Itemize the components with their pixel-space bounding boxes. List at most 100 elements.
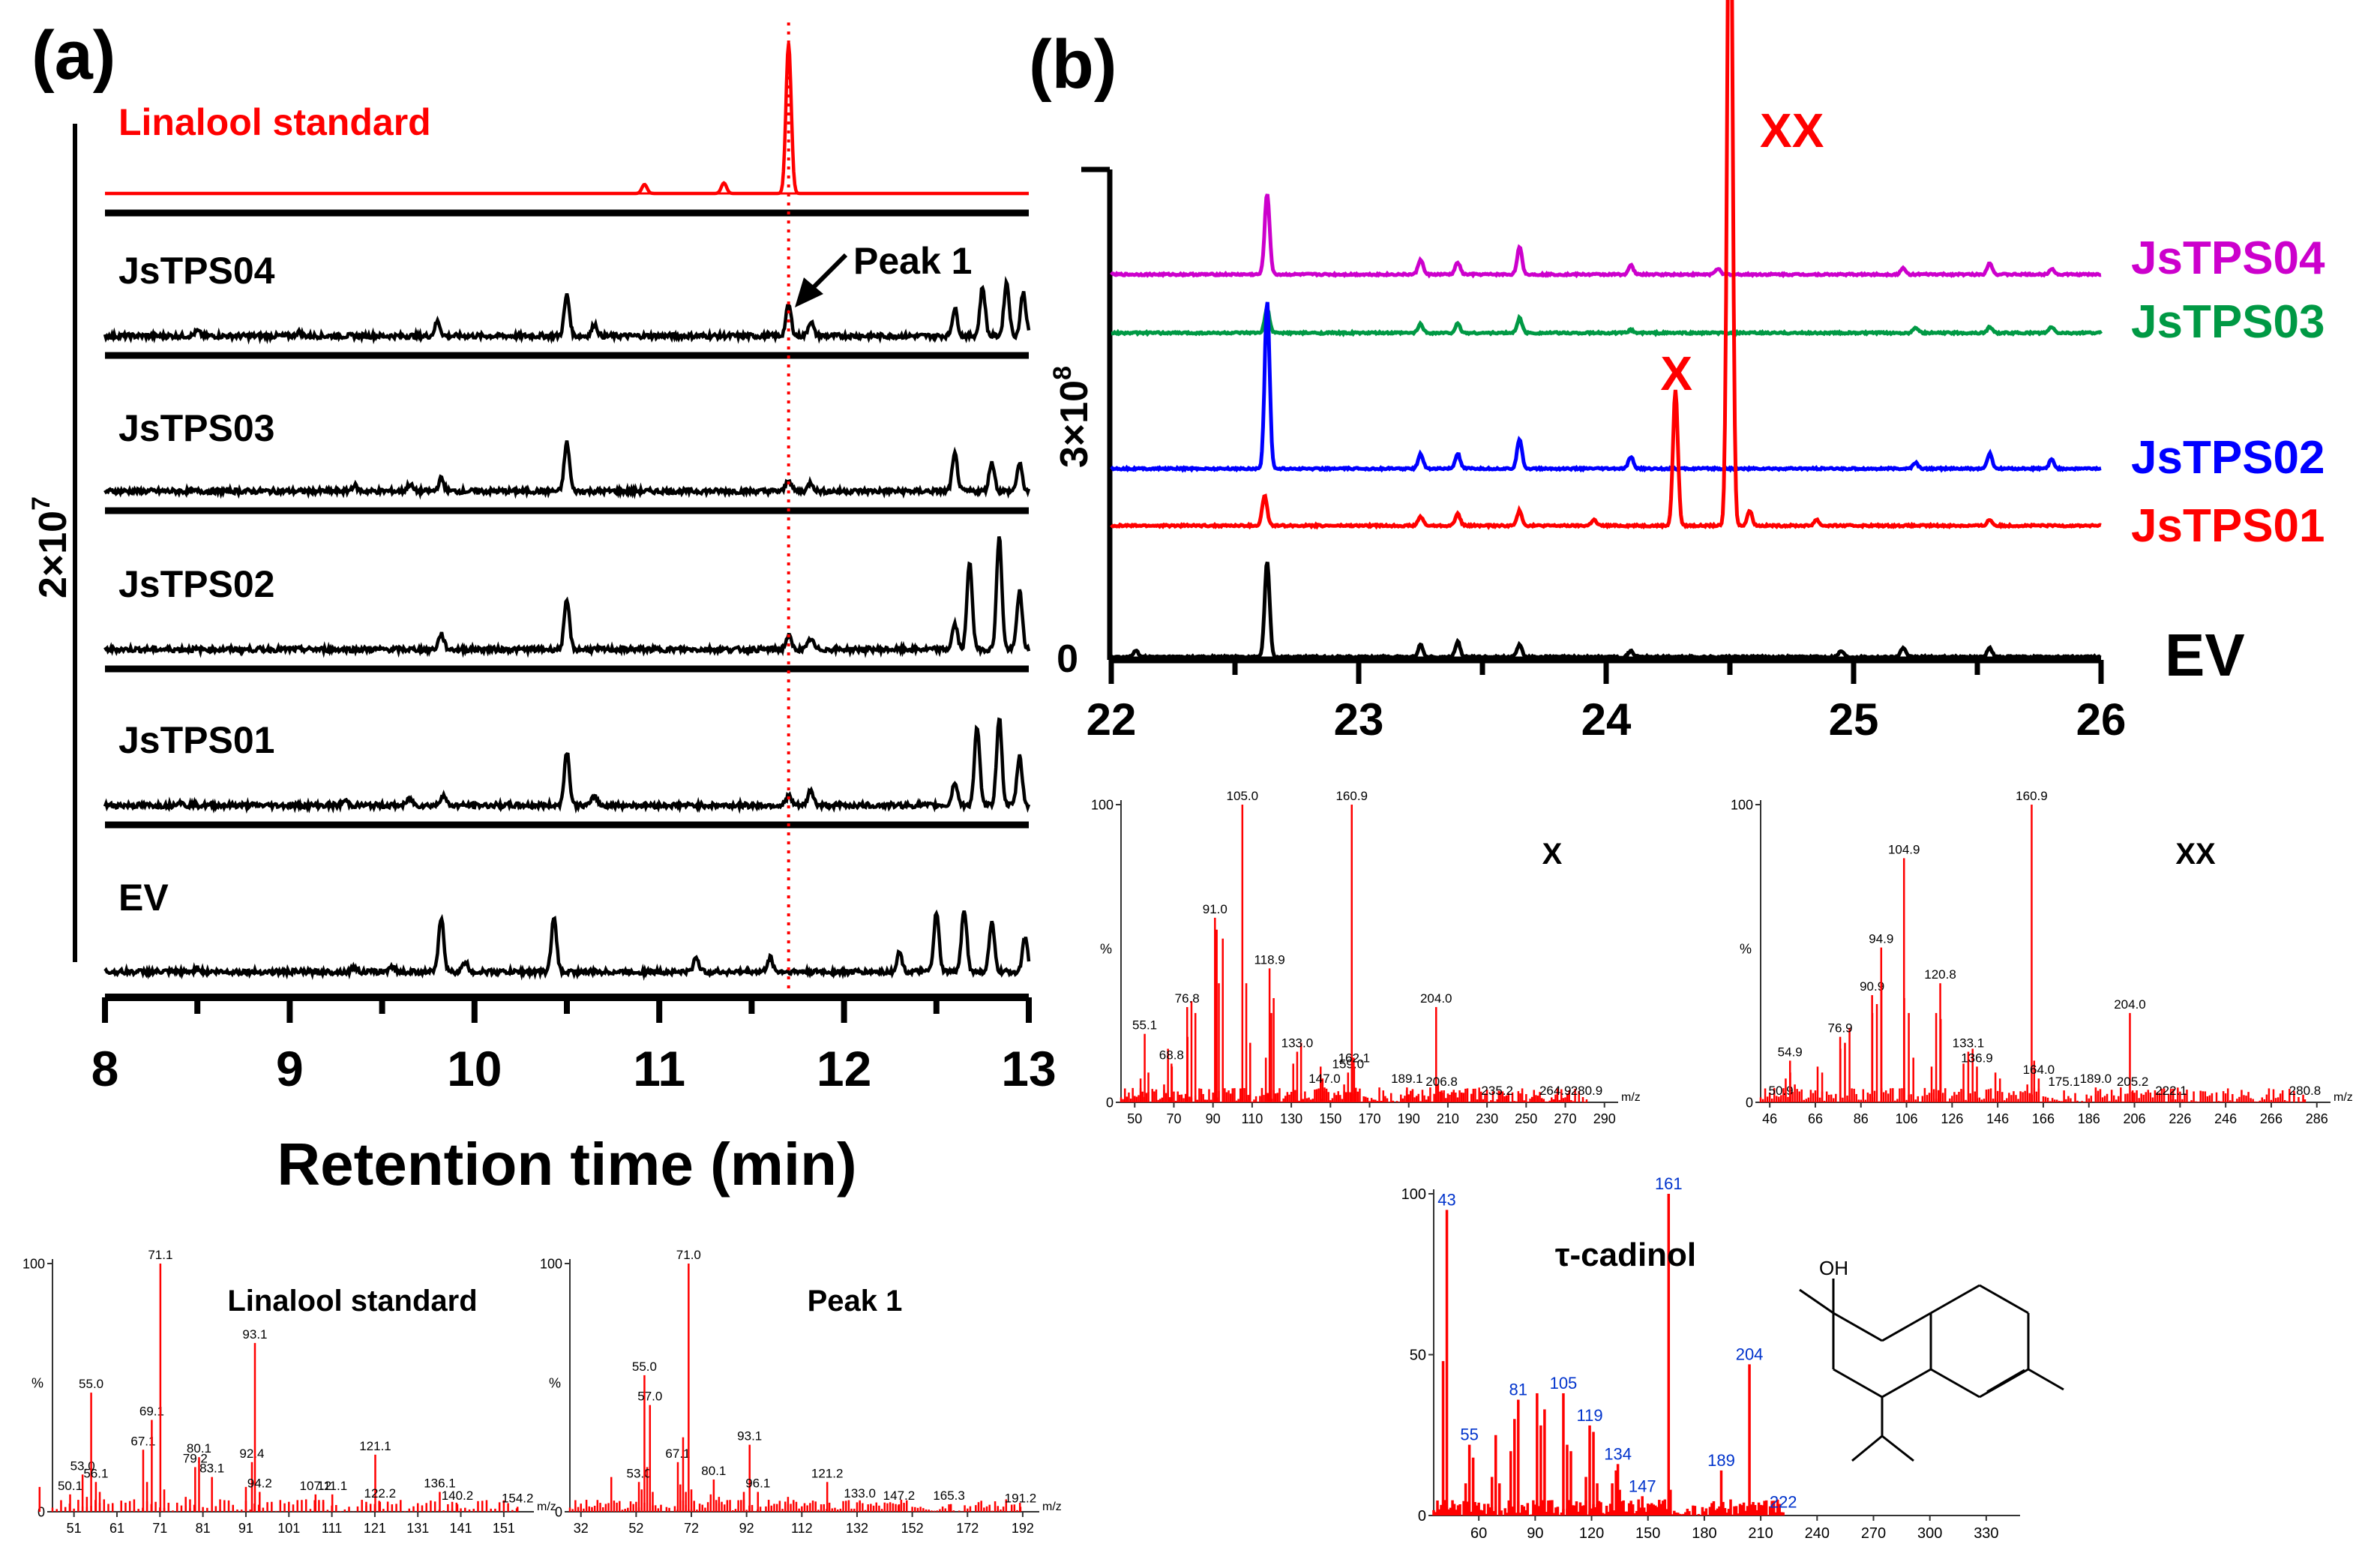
ms-bar-noise: [1873, 1090, 1876, 1102]
ms-bar-noise: [742, 1500, 745, 1512]
ms-bar-noise: [365, 1505, 367, 1512]
ms-x-label: m/z: [1621, 1091, 1641, 1104]
ms-bar-noise: [1631, 1504, 1635, 1516]
ms-bar-noise: [1317, 1088, 1320, 1102]
ms-bar-minor: [1821, 1072, 1824, 1102]
ms-bar-noise: [425, 1503, 427, 1512]
ms-peak-label: 162.1: [1338, 1051, 1371, 1065]
ms-bar-noise: [1733, 1506, 1736, 1516]
ms-bar-noise: [1272, 1090, 1275, 1102]
ms-bar-noise: [1194, 1096, 1197, 1102]
ms-bar-noise: [952, 1510, 955, 1512]
ms-bar-noise: [60, 1500, 62, 1512]
ms-bar-noise: [811, 1501, 814, 1512]
ms-bar-noise: [850, 1508, 853, 1512]
ms-x-tick-label: 61: [109, 1521, 124, 1536]
peak-label-x: X: [1660, 346, 1692, 400]
ms-bar-noise: [1456, 1097, 1459, 1102]
ms-bar: [456, 1504, 459, 1512]
ms-y-tick-label: 0: [1418, 1508, 1426, 1525]
ms-bar-noise: [1582, 1505, 1586, 1516]
ms-bar-noise: [1659, 1504, 1663, 1516]
ms-bar-noise: [412, 1506, 415, 1512]
ms-bar: [1214, 917, 1216, 1102]
ms-x-tick-label: 270: [1554, 1111, 1577, 1126]
ms-bar-noise: [2076, 1100, 2079, 1102]
ms-bar-noise: [1392, 1100, 1395, 1102]
ms-peak-label: 90.9: [1860, 979, 1884, 994]
ms-bar-noise: [892, 1503, 895, 1512]
ms-bar-minor: [38, 1486, 41, 1512]
ms-peak-label: 50.1: [58, 1479, 82, 1493]
ms-bar-noise: [1599, 1502, 1602, 1516]
ms-bar: [1268, 968, 1271, 1102]
ms-bar: [712, 1479, 715, 1512]
ms-bar-noise: [988, 1504, 991, 1512]
ms-y-tick-label: 100: [540, 1256, 562, 1271]
ms-bar-noise: [1708, 1507, 1712, 1516]
ms-bar: [1667, 1194, 1671, 1516]
ms-bar-noise: [1558, 1099, 1560, 1102]
ms-bar-noise: [240, 1510, 243, 1512]
ms-bar-noise: [801, 1506, 803, 1512]
ms-peak-label: 94.9: [1869, 932, 1893, 946]
ms-bar-minor: [1441, 1361, 1445, 1516]
ms-bar-noise: [2103, 1096, 2106, 1102]
ms-peak-label: 92.4: [239, 1447, 264, 1461]
ms-bar-noise: [1603, 1513, 1606, 1516]
ms-bar-noise: [128, 1501, 131, 1512]
ms-bar-noise: [1971, 1099, 1974, 1102]
ms-bar: [2037, 1078, 2040, 1102]
ms-bar-noise: [1908, 1095, 1910, 1102]
ms-x-tick-label: 210: [1748, 1525, 1773, 1542]
ms-bar-noise: [1157, 1099, 1159, 1102]
ms-bar-noise: [914, 1507, 916, 1512]
ms-bar-noise: [831, 1508, 834, 1512]
ms-bar-noise: [1423, 1095, 1425, 1102]
ms-bar-noise: [759, 1507, 762, 1512]
ms-bar-noise: [1545, 1512, 1548, 1516]
ms-bar: [1839, 1036, 1842, 1102]
ms-bar-noise: [1530, 1096, 1533, 1102]
peak-1-arrowhead: [795, 277, 823, 307]
ms-bar-noise: [1718, 1506, 1721, 1516]
ms-bar-noise: [685, 1504, 687, 1512]
ms-bar-noise: [1563, 1515, 1567, 1516]
ms-bar-noise: [1607, 1512, 1610, 1516]
ms-bar-noise: [1518, 1513, 1522, 1516]
ms-bar-noise: [73, 1508, 75, 1512]
ms-bar-noise: [1215, 1097, 1218, 1102]
ms-bar-noise: [1960, 1089, 1962, 1102]
ms-bar-noise: [721, 1501, 723, 1512]
chromatogram-panel-b: 03×108JsTPS04JsTPS03JsTPS02JsTPS01EVXXX2…: [1048, 0, 2325, 745]
ms-bar-minor: [1382, 1090, 1385, 1102]
ms-bar-noise: [1274, 1093, 1277, 1102]
ms-bar-noise: [348, 1507, 350, 1512]
ms-y-tick-label: 0: [555, 1504, 562, 1519]
ms-bar-noise: [1404, 1096, 1406, 1102]
ms-bar-noise: [1686, 1508, 1689, 1516]
ms-bar-noise: [2015, 1095, 2017, 1102]
ms-bar-noise: [1620, 1501, 1623, 1516]
ms-bar-minor: [1614, 1470, 1617, 1516]
ms-bar-noise: [740, 1500, 742, 1512]
x-tick-label-a: 12: [817, 1041, 871, 1096]
ms-bar-minor: [1437, 1084, 1440, 1102]
ms-bar-noise: [175, 1502, 178, 1512]
ms-bar-noise: [2151, 1097, 2154, 1102]
ms-bar-noise: [1857, 1099, 1860, 1102]
ms-bar-noise: [1608, 1504, 1612, 1516]
ms-bar-minor: [1299, 1042, 1302, 1102]
ms-peak-label: 107.2: [300, 1479, 332, 1493]
ms-bar-noise: [1994, 1099, 1997, 1102]
ms-bar-noise: [309, 1509, 312, 1512]
ms-bar-noise: [2099, 1089, 2102, 1102]
ms-bar-noise: [751, 1504, 754, 1512]
ms-bar-noise: [1507, 1093, 1510, 1102]
ms-bar-noise: [1511, 1507, 1515, 1516]
ms-bar-noise: [2190, 1100, 2193, 1102]
ms-x-tick-label: 330: [1974, 1525, 1998, 1542]
ms-bar-noise: [624, 1509, 626, 1512]
